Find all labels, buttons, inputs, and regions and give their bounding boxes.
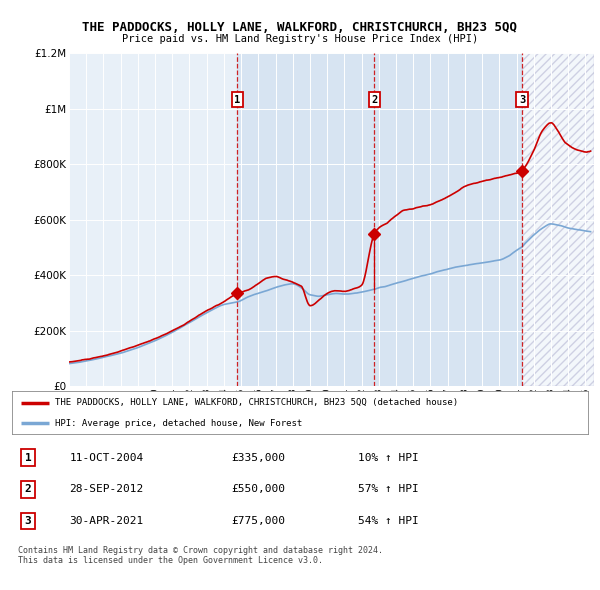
- Text: 2: 2: [371, 95, 377, 105]
- Text: 57% ↑ HPI: 57% ↑ HPI: [358, 484, 418, 494]
- Text: £775,000: £775,000: [231, 516, 285, 526]
- Bar: [522, 53, 594, 386]
- Text: £335,000: £335,000: [231, 453, 285, 463]
- Text: 1: 1: [234, 95, 241, 105]
- Text: 3: 3: [519, 95, 526, 105]
- Text: Contains HM Land Registry data © Crown copyright and database right 2024.
This d: Contains HM Land Registry data © Crown c…: [18, 546, 383, 565]
- Text: HPI: Average price, detached house, New Forest: HPI: Average price, detached house, New …: [55, 418, 302, 428]
- Text: £550,000: £550,000: [231, 484, 285, 494]
- Text: 1: 1: [25, 453, 32, 463]
- Text: 11-OCT-2004: 11-OCT-2004: [70, 453, 144, 463]
- Text: 3: 3: [25, 516, 32, 526]
- Text: 54% ↑ HPI: 54% ↑ HPI: [358, 516, 418, 526]
- Text: 2: 2: [25, 484, 32, 494]
- Text: 28-SEP-2012: 28-SEP-2012: [70, 484, 144, 494]
- Text: 30-APR-2021: 30-APR-2021: [70, 516, 144, 526]
- Text: THE PADDOCKS, HOLLY LANE, WALKFORD, CHRISTCHURCH, BH23 5QQ (detached house): THE PADDOCKS, HOLLY LANE, WALKFORD, CHRI…: [55, 398, 458, 407]
- Text: Price paid vs. HM Land Registry's House Price Index (HPI): Price paid vs. HM Land Registry's House …: [122, 34, 478, 44]
- Bar: [238, 53, 522, 386]
- Text: 10% ↑ HPI: 10% ↑ HPI: [358, 453, 418, 463]
- Text: THE PADDOCKS, HOLLY LANE, WALKFORD, CHRISTCHURCH, BH23 5QQ: THE PADDOCKS, HOLLY LANE, WALKFORD, CHRI…: [83, 21, 517, 34]
